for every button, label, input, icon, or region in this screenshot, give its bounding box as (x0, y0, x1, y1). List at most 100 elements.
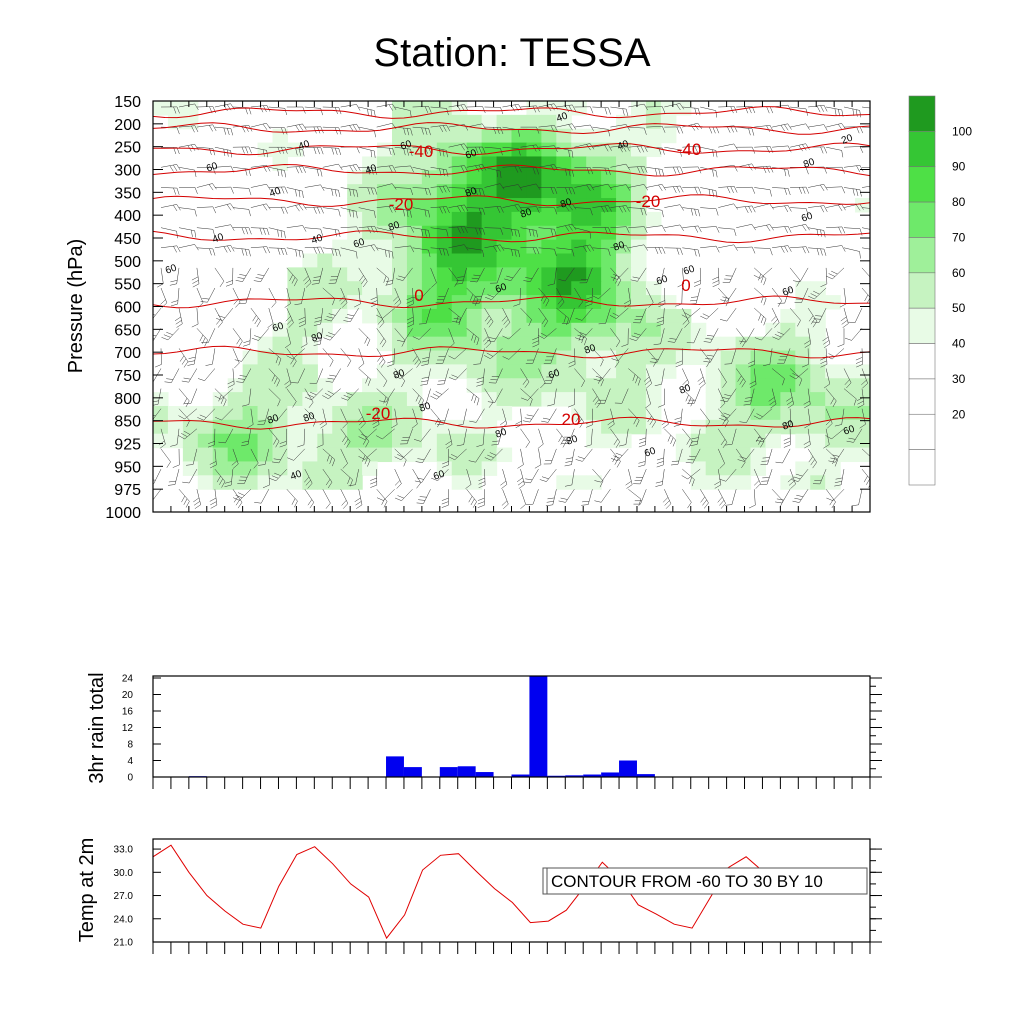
humidity-contour-label: 40 (555, 110, 570, 124)
temp-tick-label: 33.0 (114, 845, 134, 856)
rain-bar (475, 772, 494, 777)
temp-line (152, 844, 783, 940)
rain-bar (583, 774, 602, 777)
humidity-contour-label: 60 (494, 281, 509, 295)
colorbar-box (908, 237, 936, 274)
humidity-colorbar: 100 90 80 70 60 50 40 30 20 (908, 95, 972, 486)
humidity-contour-label: 60 (432, 468, 447, 482)
colorbar-label: 40 (952, 337, 966, 351)
humidity-contour-label: 40 (297, 138, 312, 152)
colorbar-box (908, 166, 936, 203)
pressure-tick-label: 950 (114, 459, 141, 476)
humidity-contour-label: 60 (800, 210, 815, 224)
rain-frame (152, 675, 871, 778)
chart-title: Station: TESSA (373, 31, 651, 75)
humidity-contour-label: 80 (559, 196, 574, 210)
pressure-tick-label: 350 (114, 185, 141, 202)
rain-bar (601, 772, 620, 777)
humidity-contour-label: 40 (616, 138, 631, 152)
humidity-contour-label: 80 (387, 219, 402, 233)
rain-bar (511, 774, 530, 777)
colorbar-box (908, 449, 936, 486)
pressure-tick-label: 850 (114, 414, 141, 431)
colorbar-label: 50 (952, 301, 966, 315)
humidity-contour-label: 40 (310, 232, 325, 246)
colorbar-label: 20 (952, 407, 966, 421)
temp-tick-label: 27.0 (114, 891, 134, 902)
rain-bars (188, 676, 655, 777)
temperature-contours (153, 106, 870, 430)
rain-ticks: 0 4 8 12 16 20 24 (122, 674, 882, 789)
colorbar-box (908, 131, 936, 168)
pressure-tick-label: 975 (114, 482, 141, 499)
pressure-tick-label: 400 (114, 208, 141, 225)
pressure-tick-label: 500 (114, 254, 141, 271)
colorbar-box (908, 201, 936, 238)
rain-bar (619, 760, 637, 777)
temp-ticks: 21.0 24.0 27.0 30.0 33.0 (114, 845, 882, 954)
temperature-contour-label: -20 (389, 195, 414, 214)
colorbar-box (908, 343, 936, 380)
pressure-tick-label: 250 (114, 140, 141, 157)
colorbar-box (908, 413, 936, 450)
colorbar-box (908, 378, 936, 415)
humidity-contour-label: 40 (268, 185, 283, 199)
pressure-tick-label: 750 (114, 368, 141, 385)
contour-annotation-text: CONTOUR FROM -60 TO 30 BY 10 (551, 872, 823, 891)
humidity-contour-label: 80 (583, 342, 598, 356)
humidity-contour-label: 80 (678, 382, 693, 396)
time-ticks (152, 101, 871, 512)
humidity-contour-label: 60 (205, 160, 220, 174)
temp-tick-label: 30.0 (114, 868, 134, 879)
colorbar-label: 90 (952, 160, 966, 174)
humidity-contour-label: 60 (399, 138, 414, 152)
temperature-contour-label: -40 (677, 140, 702, 159)
pressure-tick-label: 600 (114, 300, 141, 317)
temp-tick-label: 21.0 (114, 938, 134, 949)
humidity-contour-label: 80 (310, 330, 325, 344)
humidity-contour-label: 80 (392, 367, 407, 381)
humidity-contour-label: 60 (655, 273, 670, 287)
rain-tick-label: 8 (127, 740, 133, 751)
rain-axis-label: 3hr rain total (86, 672, 108, 783)
colorbar-box (908, 95, 936, 132)
pressure-tick-label: 800 (114, 391, 141, 408)
rain-bar (386, 756, 404, 777)
humidity-contour-label: 60 (271, 320, 286, 334)
humidity-contour-label: 80 (302, 410, 317, 424)
rain-tick-label: 12 (122, 723, 134, 734)
rain-tick-label: 24 (122, 674, 134, 685)
humidity-contour-label: 80 (781, 418, 796, 432)
pressure-tick-label: 300 (114, 163, 141, 180)
humidity-contour-label: 60 (643, 445, 658, 459)
temperature-contour-label: 0 (681, 276, 690, 295)
rain-bar (529, 676, 548, 777)
humidity-contour-label: 40 (364, 162, 379, 176)
pressure-axis-label: Pressure (hPa) (65, 239, 87, 374)
rain-tick-label: 0 (127, 773, 133, 784)
humidity-contour-label: 80 (464, 185, 479, 199)
humidity-contour-label: 80 (612, 239, 627, 253)
contour-annotation: CONTOUR FROM -60 TO 30 BY 10 (542, 867, 868, 895)
humidity-contour-label: 40 (211, 231, 226, 245)
temp-tick-label: 24.0 (114, 914, 134, 925)
rain-bar (403, 767, 422, 777)
rain-tick-label: 4 (127, 756, 133, 767)
temperature-contour-label: -20 (366, 404, 391, 423)
rain-bar (547, 775, 566, 777)
humidity-contour-label: 60 (464, 147, 479, 161)
temp-panel: Temp at 2m 21.0 24.0 27.0 30.0 33.0 CONTOUR … (76, 838, 882, 954)
pressure-tick-label: 925 (114, 437, 141, 454)
humidity-contour-label: 60 (352, 236, 367, 250)
colorbar-box (908, 272, 936, 309)
temperature-contour-label: 0 (414, 286, 423, 305)
cross-section-panel: Pressure (hPa) 60 40 60 40 60 40 40 40 60 60 80 80 8… (65, 94, 871, 522)
rain-tick-label: 20 (122, 690, 134, 701)
colorbar-label: 100 (952, 124, 972, 138)
humidity-contour-label: 80 (494, 426, 509, 440)
humidity-contour-label: 60 (842, 423, 857, 437)
humidity-field (153, 101, 870, 512)
rain-tick-label: 16 (122, 707, 134, 718)
contour-labels: 60 40 60 40 60 40 40 40 60 60 80 80 80 80 80 60 60 40 20 80… (164, 110, 857, 482)
